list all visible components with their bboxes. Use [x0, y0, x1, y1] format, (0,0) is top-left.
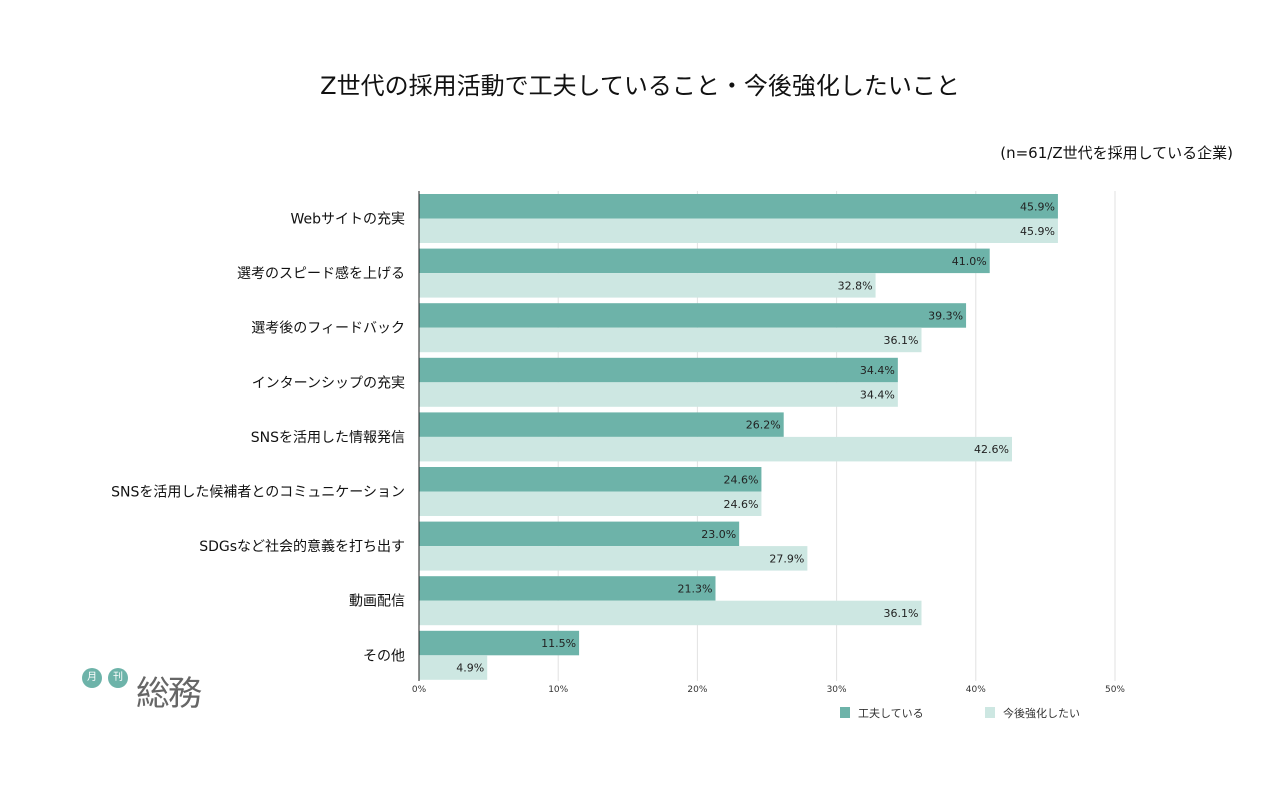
category-label: 動画配信	[349, 594, 405, 610]
x-tick-label: 40%	[966, 685, 986, 695]
logo-circle: 月	[82, 668, 102, 688]
category-label: その他	[363, 648, 405, 664]
data-label: 42.6%	[974, 443, 1009, 456]
chart-title: Z世代の採用活動で工夫していること・今後強化したいこと	[320, 72, 960, 100]
data-label: 21.3%	[678, 582, 713, 595]
bar	[419, 273, 876, 298]
data-label: 34.4%	[860, 364, 895, 377]
bar	[419, 327, 922, 353]
data-label: 39.3%	[928, 309, 963, 322]
bar	[419, 248, 990, 274]
bar	[419, 600, 922, 626]
logo: 月 刊 総務	[82, 666, 212, 714]
sample-note: (n=61/Z世代を採用している企業)	[1000, 144, 1233, 162]
bar	[419, 467, 762, 492]
data-label: 32.8%	[838, 279, 873, 292]
data-label: 41.0%	[952, 255, 987, 268]
logo-name: 総務	[136, 674, 202, 714]
data-label: 45.9%	[1020, 200, 1055, 213]
bar	[419, 521, 740, 547]
data-label: 45.9%	[1020, 225, 1055, 238]
category-label: 選考のスピード感を上げる	[237, 265, 405, 282]
bar	[419, 546, 808, 571]
data-label: 26.2%	[746, 419, 781, 432]
bar	[419, 630, 580, 656]
bar	[419, 576, 716, 601]
data-label: 23.0%	[701, 528, 736, 541]
data-label: 4.9%	[456, 662, 484, 675]
category-label: SNSを活用した候補者とのコミュニケーション	[111, 485, 405, 501]
data-label: 34.4%	[860, 389, 895, 402]
data-label: 24.6%	[723, 498, 758, 511]
category-label: SNSを活用した情報発信	[251, 430, 405, 446]
category-label: Webサイトの充実	[290, 212, 405, 228]
x-tick-label: 0%	[412, 685, 427, 695]
category-label: SDGsなど社会的意義を打ち出す	[199, 538, 405, 555]
bar	[419, 357, 898, 383]
data-label: 36.1%	[884, 334, 919, 347]
x-tick-label: 20%	[687, 685, 707, 695]
bar	[419, 303, 967, 328]
legend-label: 今後強化したい	[1003, 706, 1080, 720]
data-label: 24.6%	[723, 473, 758, 486]
data-label: 27.9%	[769, 552, 804, 565]
category-label: 選考後のフィードバック	[251, 321, 405, 337]
logo-circle: 刊	[108, 668, 128, 688]
legend-swatch	[985, 707, 995, 718]
legend-swatch	[840, 707, 850, 718]
bar	[419, 382, 898, 407]
legend-label: 工夫している	[858, 707, 924, 720]
bar	[419, 412, 784, 437]
category-label: インターンシップの充実	[252, 375, 405, 391]
bar	[419, 218, 1058, 243]
x-tick-label: 50%	[1105, 685, 1125, 695]
x-tick-label: 30%	[827, 685, 847, 695]
bar	[419, 491, 762, 516]
data-label: 11.5%	[541, 637, 576, 650]
x-tick-label: 10%	[548, 685, 568, 695]
bar	[419, 436, 1012, 462]
bar	[419, 655, 488, 680]
bar	[419, 194, 1058, 219]
data-label: 36.1%	[884, 607, 919, 620]
